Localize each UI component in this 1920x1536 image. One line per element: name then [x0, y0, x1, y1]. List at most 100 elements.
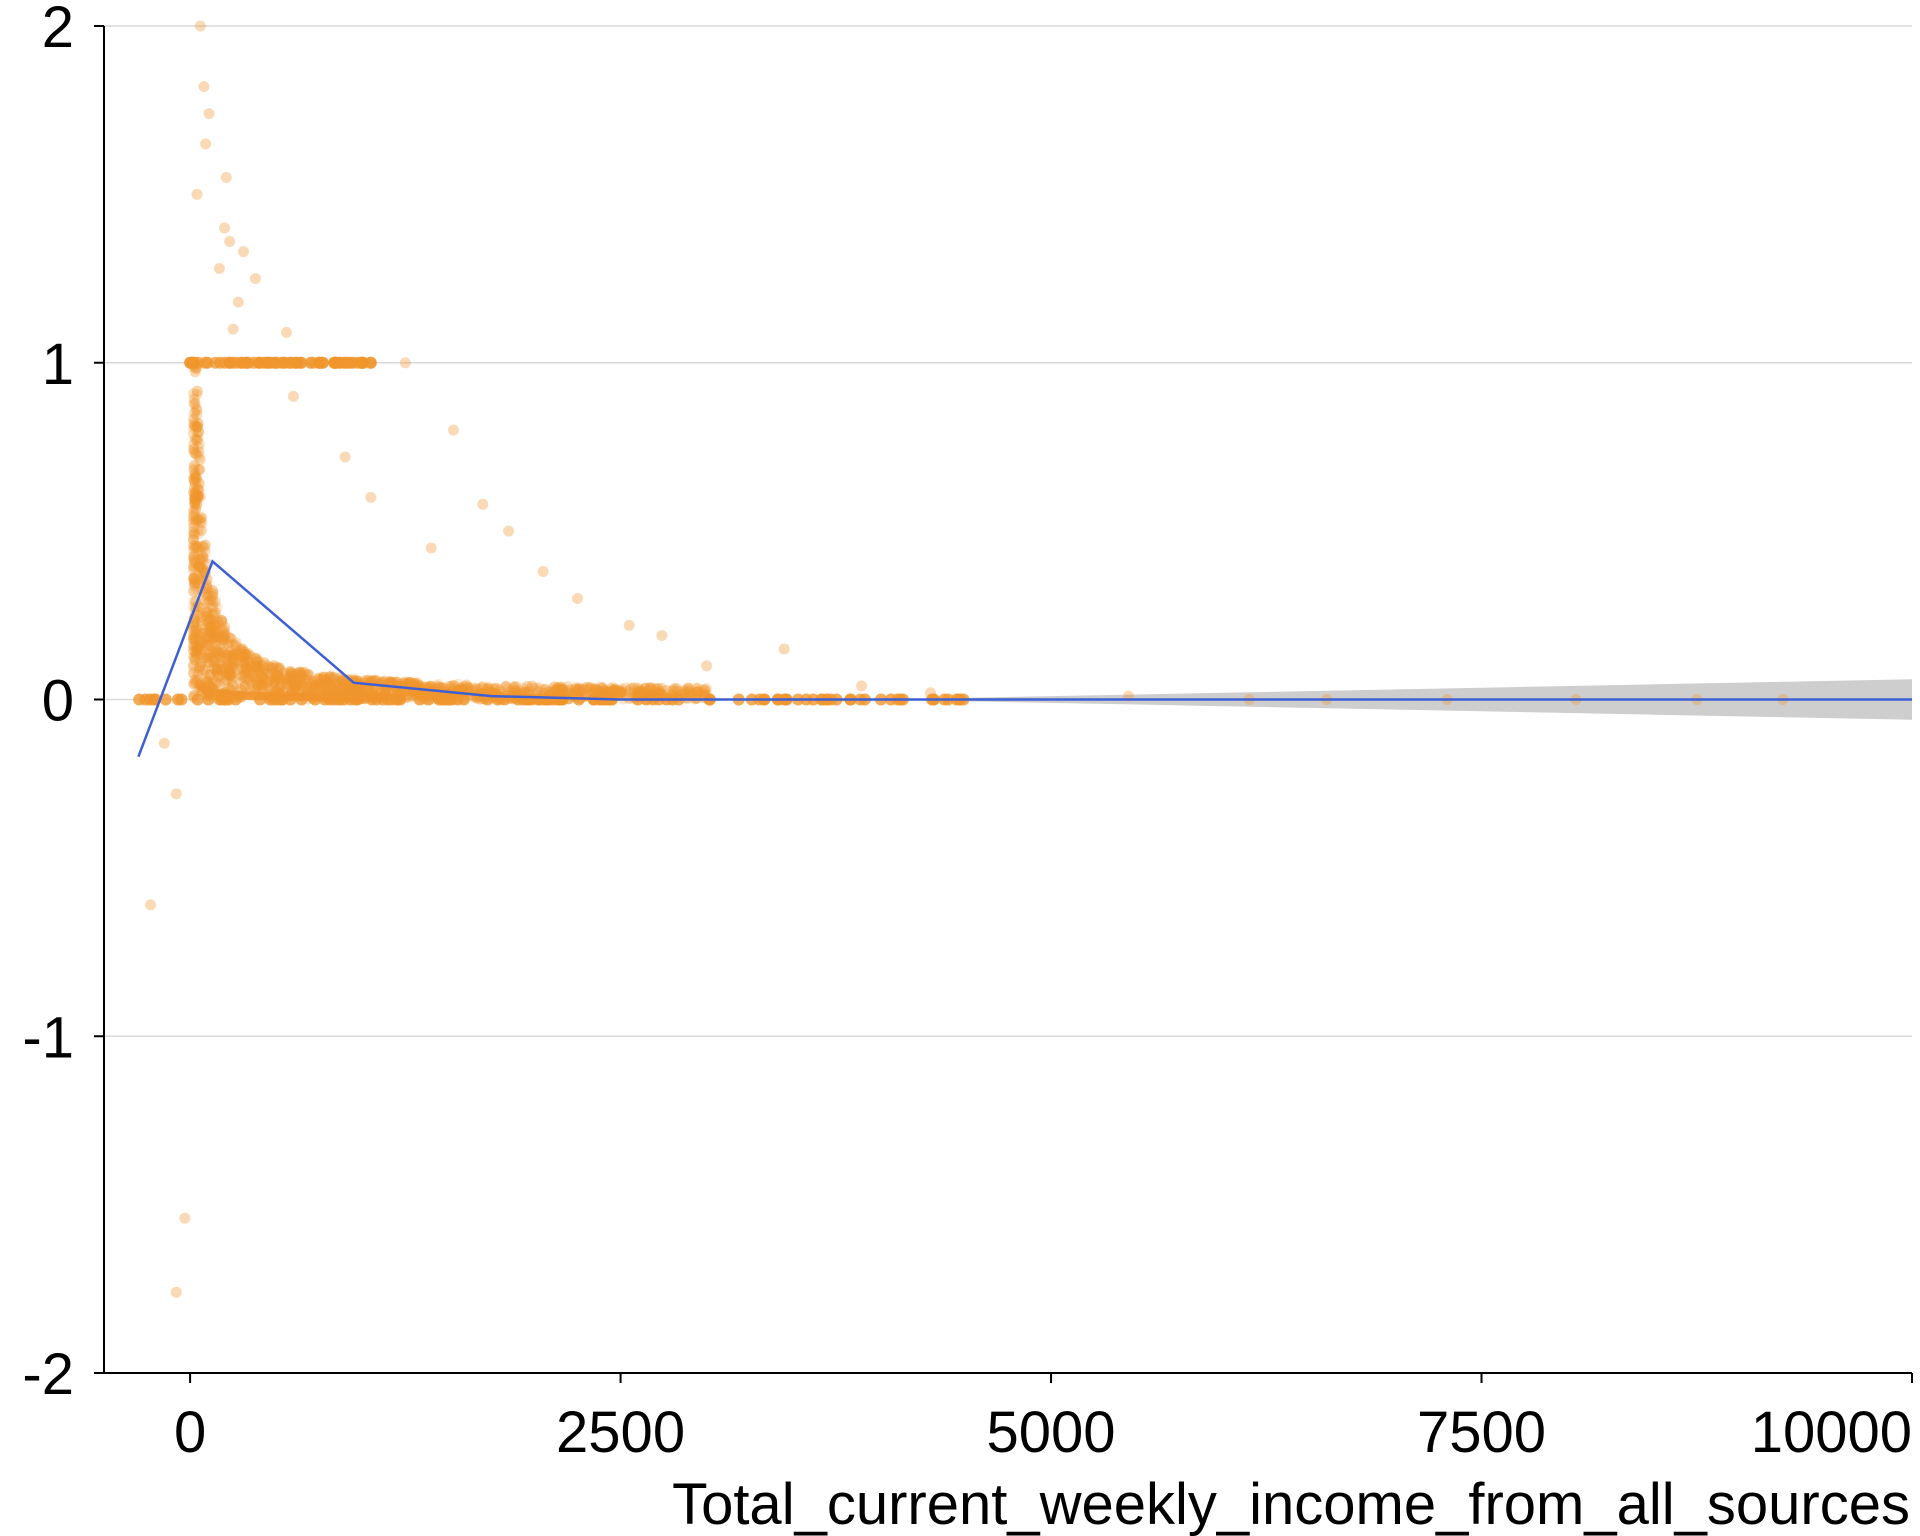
scatter-point [189, 493, 201, 505]
scatter-point [502, 683, 514, 695]
scatter-point [200, 606, 212, 618]
scatter-point [318, 671, 330, 683]
scatter-point [570, 681, 582, 693]
scatter-point [202, 693, 215, 706]
scatter-point [407, 689, 419, 701]
scatter-point [216, 652, 228, 663]
scatter-point [535, 690, 546, 702]
scatter-point [193, 514, 205, 526]
scatter-point [253, 665, 265, 677]
scatter-point [209, 676, 221, 688]
scatter-point [188, 418, 200, 429]
scatter-point [218, 625, 230, 637]
scatter-point [318, 677, 330, 689]
scatter-point [337, 678, 349, 690]
scatter-point [454, 682, 466, 694]
scatter-point [286, 672, 298, 684]
scatter-point [230, 356, 243, 369]
scatter-point [644, 689, 656, 701]
scatter-point [399, 677, 411, 689]
scatter-point [392, 693, 405, 706]
scatter-point [256, 680, 268, 692]
scatter-point [617, 688, 628, 700]
scatter-point [230, 654, 242, 666]
scatter-point [531, 686, 543, 698]
scatter-point [227, 648, 239, 660]
grid-layer [104, 25, 1912, 1037]
scatter-point [184, 356, 197, 369]
scatter-point [210, 624, 222, 636]
scatter-point [574, 686, 586, 698]
scatter-point [315, 681, 326, 692]
scatter-point [273, 662, 284, 674]
scatter-point [193, 560, 204, 572]
scatter-point [189, 366, 201, 378]
scatter-point [207, 588, 219, 599]
scatter-point [191, 473, 203, 484]
scatter-point [158, 737, 170, 749]
scatter-point [238, 658, 250, 670]
scatter-point [295, 667, 306, 679]
scatter-point [188, 640, 199, 652]
scatter-point [341, 678, 353, 690]
scatter-point [194, 491, 206, 503]
scatter-point [538, 684, 550, 696]
scatter-point [188, 475, 200, 487]
scatter-point [188, 359, 200, 371]
scatter-point [188, 428, 199, 440]
scatter-point [199, 539, 211, 551]
scatter-point [699, 684, 711, 696]
scatter-point [283, 677, 295, 689]
scatter-point [189, 576, 201, 588]
scatter-point [188, 557, 200, 569]
scatter-point [230, 637, 242, 649]
scatter-point [213, 632, 225, 644]
scatter-point [192, 641, 203, 653]
scatter-point [230, 640, 242, 652]
scatter-point [192, 541, 204, 553]
scatter-point [179, 1212, 191, 1224]
scatter-point [391, 689, 403, 701]
scatter-point [488, 683, 500, 695]
scatter-point [214, 625, 226, 637]
scatter-point [613, 688, 625, 700]
scatter-point [227, 323, 239, 335]
scatter-point [213, 263, 225, 274]
scatter-point [201, 640, 213, 651]
scatter-point [194, 513, 206, 525]
scatter-point [214, 651, 226, 663]
scatter-point [503, 525, 515, 537]
scatter-point [266, 664, 278, 676]
scatter-point [229, 639, 241, 651]
scatter-point [227, 639, 239, 651]
scatter-point [344, 683, 356, 695]
trend-line-layer [137, 559, 1912, 758]
scatter-point [218, 625, 230, 637]
scatter-point [682, 686, 694, 697]
scatter-point [563, 685, 575, 697]
scatter-point [391, 676, 403, 688]
scatter-point [192, 609, 204, 621]
scatter-point [192, 669, 204, 681]
scatter-point [242, 653, 254, 665]
scatter-point [598, 688, 610, 700]
scatter-point [219, 671, 231, 682]
scatter-point [593, 686, 604, 698]
scatter-point [333, 679, 345, 691]
scatter-point [209, 607, 221, 619]
scatter-point [193, 478, 205, 489]
scatter-point [278, 672, 290, 684]
scatter-point [309, 681, 321, 693]
scatter-point [195, 562, 207, 574]
scatter-point [500, 681, 511, 693]
scatter-point [263, 674, 274, 686]
scatter-point [227, 661, 238, 673]
scatter-point [325, 678, 337, 690]
scatter-point [632, 686, 643, 698]
scatter-point [229, 650, 241, 662]
scatter-point [268, 677, 280, 688]
scatter-point [222, 668, 234, 680]
scatter-point [403, 677, 415, 689]
scatter-point [399, 676, 411, 688]
scatter-point [223, 667, 235, 679]
